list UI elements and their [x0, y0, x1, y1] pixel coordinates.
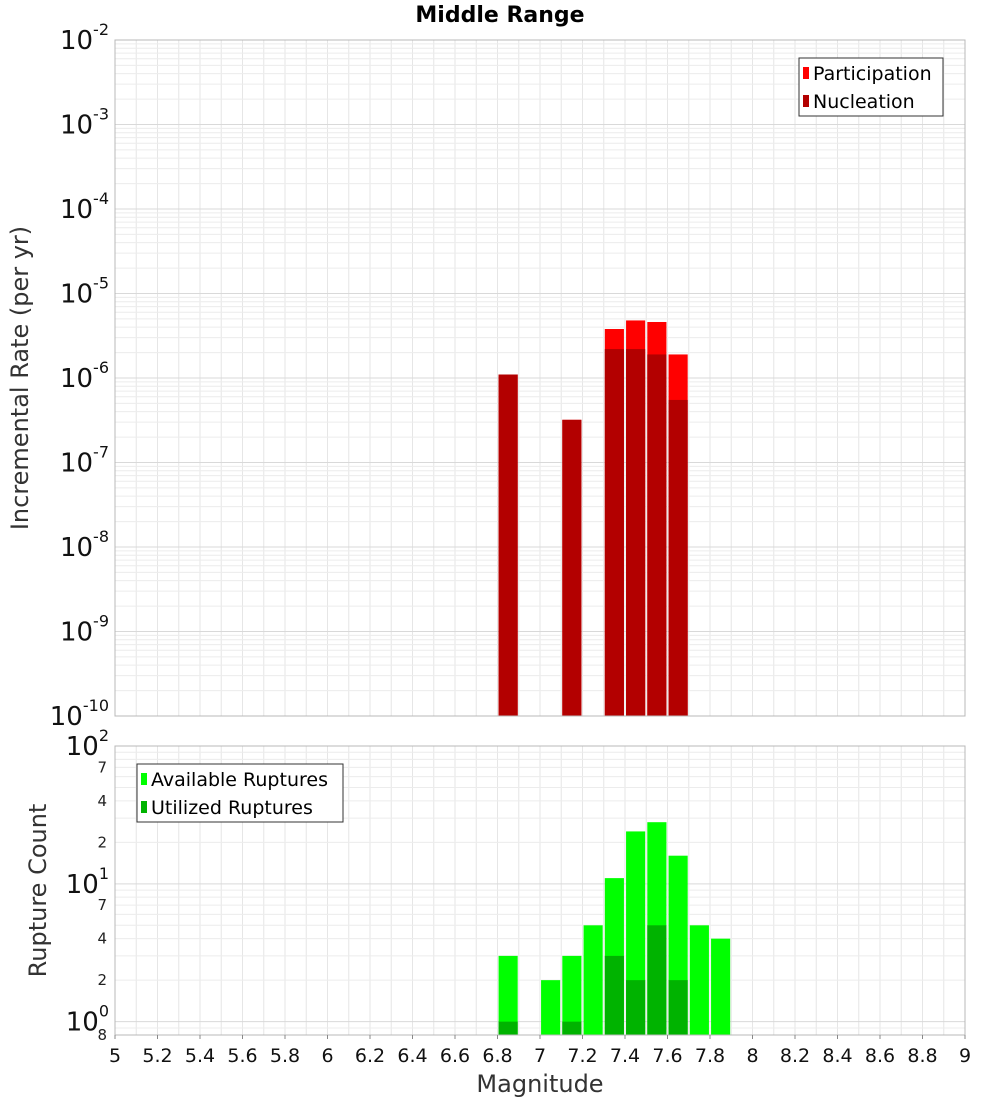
bar-utilized-ruptures	[562, 1021, 582, 1035]
bar-available-ruptures	[583, 925, 603, 1035]
x-tick-label: 8.8	[907, 1045, 937, 1067]
bar-nucleation	[498, 374, 518, 716]
legend-swatch-utilized-ruptures	[141, 801, 147, 813]
plot-border-1	[114, 39, 966, 717]
y-tick-label: 10-6	[60, 358, 109, 394]
y-tick-labels-2: 102 101 100 7 4 2 7 4 2 8	[66, 726, 109, 1044]
bar-utilized-ruptures	[604, 955, 624, 1035]
x-tick-label: 6.8	[482, 1045, 512, 1067]
gridlines-2	[114, 745, 966, 1036]
legend-1: Participation Nucleation	[798, 57, 944, 117]
y-tick-label: 100	[66, 1002, 109, 1038]
bar-nucleation	[562, 419, 582, 716]
bar-nucleation	[668, 399, 688, 716]
legend-swatch-available-ruptures	[141, 773, 147, 785]
x-tick-label: 8.4	[822, 1045, 852, 1067]
bar-utilized-ruptures	[626, 980, 646, 1035]
y-tick-labels-1: 10-2 10-3 10-4 10-5 10-6 10-7 10-8 10-9 10-10	[50, 20, 109, 732]
y-minor-tick-label: 7	[97, 896, 107, 914]
y-tick-label: 10-4	[60, 189, 109, 225]
x-tick-label: 7.2	[567, 1045, 597, 1067]
bar-utilized-ruptures	[498, 1021, 518, 1035]
x-axis-title: Magnitude	[476, 1070, 603, 1098]
y-tick-label: 10-7	[60, 443, 109, 479]
bar-utilized-ruptures	[668, 980, 688, 1035]
y-minor-tick-label: 4	[97, 930, 107, 948]
y-tick-label: 102	[66, 726, 109, 762]
legend-label: Participation	[813, 63, 932, 85]
x-tick-label: 6	[321, 1045, 333, 1067]
y-tick-label: 10-9	[60, 612, 109, 648]
y-tick-label: 10-3	[60, 105, 109, 141]
x-tick-label: 7.8	[695, 1045, 725, 1067]
legend-label: Available Ruptures	[151, 769, 328, 791]
bar-available-ruptures	[689, 925, 709, 1035]
x-tick-label: 8	[746, 1045, 758, 1067]
bar-available-ruptures	[498, 955, 518, 1035]
y-minor-tick-label: 8	[97, 1026, 107, 1044]
y-minor-tick-label: 4	[97, 792, 107, 810]
x-tick-label: 5	[109, 1045, 121, 1067]
bar-available-ruptures	[711, 938, 731, 1035]
bar-available-ruptures	[541, 980, 561, 1035]
y-minor-tick-label: 2	[97, 833, 107, 851]
y-tick-label: 10-8	[60, 527, 109, 563]
legend-box	[136, 763, 344, 823]
legend-label: Utilized Ruptures	[151, 797, 313, 819]
x-tick-label: 6.2	[355, 1045, 385, 1067]
x-tick-label: 8.2	[780, 1045, 810, 1067]
x-tick-label: 5.6	[227, 1045, 257, 1067]
y-tick-label: 10-2	[60, 20, 109, 56]
gridlines-1	[114, 39, 966, 717]
y-axis-title-2: Rupture Count	[24, 804, 52, 978]
bar-nucleation	[647, 354, 667, 716]
legend-box	[798, 57, 944, 117]
y-minor-tick-label: 7	[97, 758, 107, 776]
bar-nucleation	[604, 349, 624, 716]
y-tick-label: 10-5	[60, 274, 109, 310]
x-tick-label: 6.4	[397, 1045, 427, 1067]
bar-nucleation	[626, 349, 646, 716]
x-tick-label: 7.4	[610, 1045, 640, 1067]
legend-label: Nucleation	[813, 91, 915, 113]
x-tick-label: 5.4	[185, 1045, 215, 1067]
chart-title: Middle Range	[415, 3, 584, 28]
y-axis-title-1: Incremental Rate (per yr)	[6, 226, 34, 530]
x-tick-label: 9	[959, 1045, 971, 1067]
legend-swatch-participation	[803, 67, 809, 79]
bar-utilized-ruptures	[647, 925, 667, 1035]
x-tick-label: 8.6	[865, 1045, 895, 1067]
x-tick-label: 6.6	[440, 1045, 470, 1067]
bars-1	[498, 320, 688, 716]
legend-2: Available Ruptures Utilized Ruptures	[136, 763, 344, 823]
x-tick-label: 5.8	[270, 1045, 300, 1067]
y-tick-label: 10-10	[50, 696, 109, 732]
legend-swatch-nucleation	[803, 95, 809, 107]
x-tick-label: 7.6	[652, 1045, 682, 1067]
bars-2	[498, 822, 731, 1035]
panel-1: 10-2 10-3 10-4 10-5 10-6 10-7 10-8 10-9 10-10 Inc…	[6, 20, 966, 732]
y-tick-label: 101	[66, 864, 109, 900]
x-tick-label: 7	[534, 1045, 546, 1067]
panel-2: 102 101 100 7 4 2 7 4 2 8 Rupture Count Available R…	[24, 726, 971, 1098]
x-tick-labels: 5 5.2 5.4 5.6 5.8 6 6.2 6.4 6.6 6.8 7 7.2 7.4 7.6 7.8 8…	[109, 1035, 971, 1067]
x-tick-label: 5.2	[142, 1045, 172, 1067]
bar-available-ruptures	[562, 955, 582, 1035]
y-minor-tick-label: 2	[97, 971, 107, 989]
